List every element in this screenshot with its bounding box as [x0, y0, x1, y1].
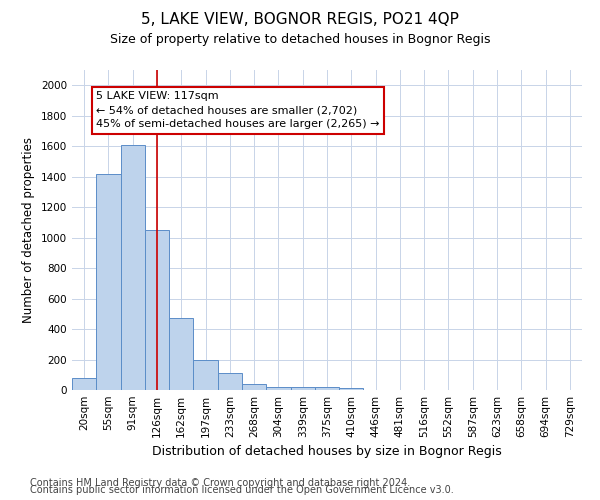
Text: Contains HM Land Registry data © Crown copyright and database right 2024.: Contains HM Land Registry data © Crown c… — [30, 478, 410, 488]
Text: Size of property relative to detached houses in Bognor Regis: Size of property relative to detached ho… — [110, 32, 490, 46]
Text: 5, LAKE VIEW, BOGNOR REGIS, PO21 4QP: 5, LAKE VIEW, BOGNOR REGIS, PO21 4QP — [141, 12, 459, 28]
Bar — [242, 384, 266, 390]
Bar — [290, 387, 315, 390]
Bar — [339, 388, 364, 390]
X-axis label: Distribution of detached houses by size in Bognor Regis: Distribution of detached houses by size … — [152, 446, 502, 458]
Bar — [218, 373, 242, 390]
Bar — [121, 144, 145, 390]
Bar — [145, 230, 169, 390]
Bar — [266, 387, 290, 390]
Text: 5 LAKE VIEW: 117sqm
← 54% of detached houses are smaller (2,702)
45% of semi-det: 5 LAKE VIEW: 117sqm ← 54% of detached ho… — [96, 92, 380, 130]
Y-axis label: Number of detached properties: Number of detached properties — [22, 137, 35, 323]
Bar — [96, 174, 121, 390]
Bar — [315, 388, 339, 390]
Text: Contains public sector information licensed under the Open Government Licence v3: Contains public sector information licen… — [30, 485, 454, 495]
Bar — [193, 360, 218, 390]
Bar — [72, 378, 96, 390]
Bar — [169, 318, 193, 390]
